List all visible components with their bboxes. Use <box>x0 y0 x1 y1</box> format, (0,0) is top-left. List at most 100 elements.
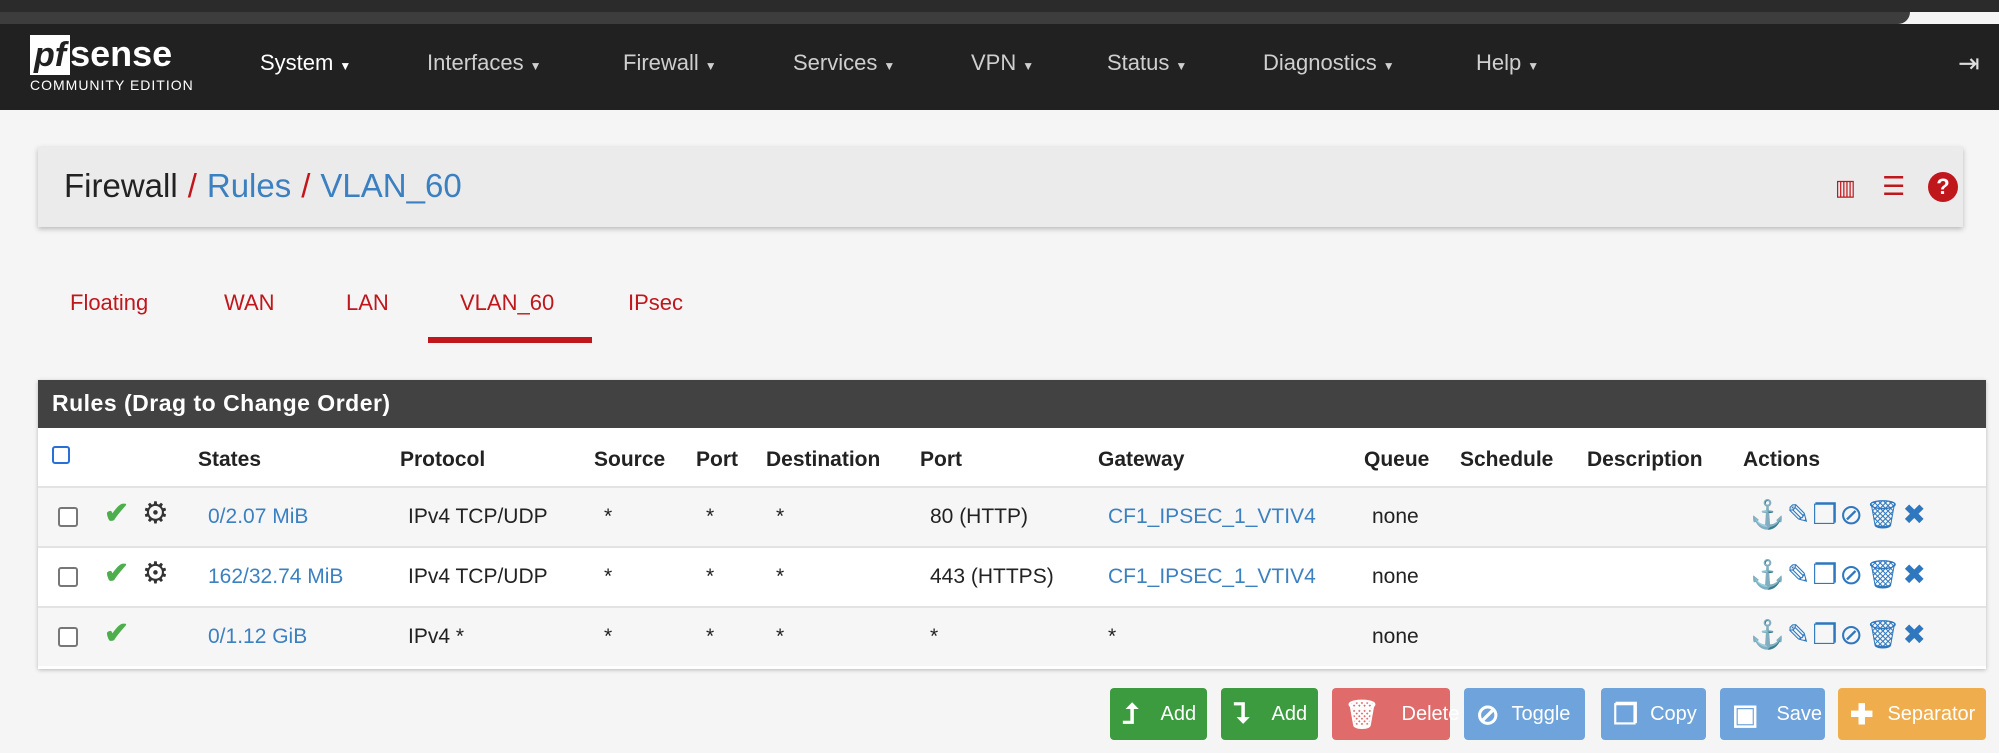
tab-floating[interactable]: Floating <box>70 290 149 315</box>
panel-title: Rules (Drag to Change Order) <box>38 380 1986 428</box>
tab-wan[interactable]: WAN <box>224 290 275 315</box>
trash-icon[interactable]: 🗑 <box>1864 619 1903 650</box>
col-states[interactable]: States <box>198 448 262 471</box>
tab-vlan60[interactable]: VLAN_60 <box>460 290 555 315</box>
breadcrumb-rules[interactable]: Rules <box>206 167 292 204</box>
anchor-icon[interactable]: ⚓ <box>1750 499 1787 530</box>
check-icon[interactable]: ✔ <box>104 557 130 590</box>
sign-out-icon[interactable]: ⇥ <box>1958 48 1980 78</box>
caret-down-icon: ▼ <box>704 59 717 73</box>
queue: none <box>1372 565 1419 588</box>
col-queue[interactable]: Queue <box>1364 448 1430 471</box>
arrow-down-icon: ⮧ <box>1233 697 1250 729</box>
select-all-checkbox[interactable] <box>52 446 70 464</box>
destination: * <box>776 625 785 648</box>
nav-help[interactable]: Help ▼ <box>1476 50 1539 76</box>
states-link[interactable]: 0/2.07 MiB <box>208 505 309 528</box>
row-checkbox[interactable] <box>58 627 78 647</box>
copy-icon[interactable]: ❐ <box>1812 559 1840 590</box>
nav-status[interactable]: Status ▼ <box>1107 50 1187 76</box>
tab-ipsec[interactable]: IPsec <box>628 290 684 315</box>
add-bottom-button[interactable]: ⮧ Add <box>1221 688 1318 740</box>
caret-down-icon: ▼ <box>529 59 542 73</box>
pencil-icon[interactable]: ✎ <box>1786 559 1813 590</box>
trash-icon: 🗑 <box>1344 698 1380 730</box>
navbar: pf sense COMMUNITY EDITION System ▼ Interfa… <box>0 24 1999 110</box>
active-tab-indicator <box>428 337 592 343</box>
delete-x-icon[interactable]: ✖ <box>1902 499 1928 530</box>
ban-icon[interactable]: ⊘ <box>1839 619 1865 650</box>
anchor-icon[interactable]: ⚓ <box>1750 559 1787 590</box>
table-row[interactable]: ✔ ⚙ 162/32.74 MiB IPv4 TCP/UDP * * * 443… <box>38 546 1986 606</box>
nav-vpn[interactable]: VPN ▼ <box>971 50 1034 76</box>
table-row[interactable]: ✔ ⚙ 0/2.07 MiB IPv4 TCP/UDP * * * 80 (HT… <box>38 486 1986 546</box>
row-checkbox[interactable] <box>58 507 78 527</box>
delete-x-icon[interactable]: ✖ <box>1902 559 1928 590</box>
row-actions: ⚓✎❐⊘🗑✖ <box>1750 498 1928 531</box>
col-protocol[interactable]: Protocol <box>400 448 486 471</box>
arrow-up-icon: ⮥ <box>1122 697 1139 729</box>
toggle-button[interactable]: ⊘ Toggle <box>1464 688 1585 740</box>
plus-icon: ✚ <box>1850 698 1874 730</box>
check-icon[interactable]: ✔ <box>104 497 130 530</box>
trash-icon[interactable]: 🗑 <box>1864 499 1903 530</box>
source-port: * <box>706 625 715 648</box>
col-description[interactable]: Description <box>1587 448 1703 471</box>
caret-down-icon: ▼ <box>339 59 352 73</box>
protocol: IPv4 TCP/UDP <box>408 505 548 528</box>
delete-x-icon[interactable]: ✖ <box>1902 619 1928 650</box>
copy-icon: ❐ <box>1613 698 1639 730</box>
nav-services[interactable]: Services ▼ <box>793 50 895 76</box>
anchor-icon[interactable]: ⚓ <box>1750 619 1787 650</box>
caret-down-icon: ▼ <box>883 59 896 73</box>
logo-edition: COMMUNITY EDITION <box>30 77 194 93</box>
row-checkbox[interactable] <box>58 567 78 587</box>
queue: none <box>1372 625 1419 648</box>
copy-icon[interactable]: ❐ <box>1812 499 1840 530</box>
breadcrumb: Firewall / Rules / VLAN_60 <box>64 167 462 204</box>
destination-port: 80 (HTTP) <box>930 505 1029 528</box>
pfsense-logo[interactable]: pf sense COMMUNITY EDITION <box>30 33 194 93</box>
copy-icon[interactable]: ❐ <box>1812 619 1840 650</box>
gateway[interactable]: CF1_IPSEC_1_VTIV4 <box>1108 505 1316 528</box>
copy-button[interactable]: ❐ Copy <box>1601 688 1706 740</box>
nav-interfaces[interactable]: Interfaces ▼ <box>427 50 542 76</box>
button-label: Add <box>1271 702 1308 725</box>
ban-icon[interactable]: ⊘ <box>1839 559 1865 590</box>
pencil-icon[interactable]: ✎ <box>1786 499 1813 530</box>
rules-panel: Rules (Drag to Change Order) States Prot… <box>38 380 1986 669</box>
source: * <box>604 565 613 588</box>
col-dest-port[interactable]: Port <box>920 448 962 471</box>
states-link[interactable]: 0/1.12 GiB <box>208 625 308 648</box>
trash-icon[interactable]: 🗑 <box>1864 559 1903 590</box>
save-button[interactable]: ▣ Save <box>1720 688 1825 740</box>
delete-button[interactable]: 🗑 Delete <box>1332 688 1459 740</box>
breadcrumb-vlan60[interactable]: VLAN_60 <box>320 167 462 204</box>
table-row[interactable]: ✔ 0/1.12 GiB IPv4 * * * * * * none ⚓✎❐⊘🗑… <box>38 606 1986 666</box>
check-icon[interactable]: ✔ <box>104 617 130 650</box>
caret-down-icon: ▼ <box>1527 59 1540 73</box>
col-destination[interactable]: Destination <box>766 448 881 471</box>
button-label: Copy <box>1650 702 1697 725</box>
bar-chart-icon[interactable]: ▥ <box>1835 175 1856 200</box>
states-link[interactable]: 162/32.74 MiB <box>208 565 344 588</box>
add-separator-button[interactable]: ✚ Separator <box>1838 688 1986 740</box>
gateway[interactable]: CF1_IPSEC_1_VTIV4 <box>1108 565 1316 588</box>
pencil-icon[interactable]: ✎ <box>1786 619 1813 650</box>
source: * <box>604 625 613 648</box>
list-icon[interactable]: ☰ <box>1882 171 1906 201</box>
nav-system[interactable]: System ▼ <box>260 50 351 76</box>
col-port[interactable]: Port <box>696 448 738 471</box>
destination: * <box>776 505 785 528</box>
queue: none <box>1372 505 1419 528</box>
button-label: Toggle <box>1511 702 1571 725</box>
nav-firewall[interactable]: Firewall ▼ <box>623 50 717 76</box>
add-top-button[interactable]: ⮥ Add <box>1110 688 1207 740</box>
tab-lan[interactable]: LAN <box>346 290 389 315</box>
col-schedule[interactable]: Schedule <box>1460 448 1554 471</box>
col-source[interactable]: Source <box>594 448 666 471</box>
ban-icon[interactable]: ⊘ <box>1839 499 1865 530</box>
nav-diagnostics[interactable]: Diagnostics ▼ <box>1263 50 1395 76</box>
col-gateway[interactable]: Gateway <box>1098 448 1185 471</box>
help-icon[interactable]: ? <box>1928 172 1958 202</box>
